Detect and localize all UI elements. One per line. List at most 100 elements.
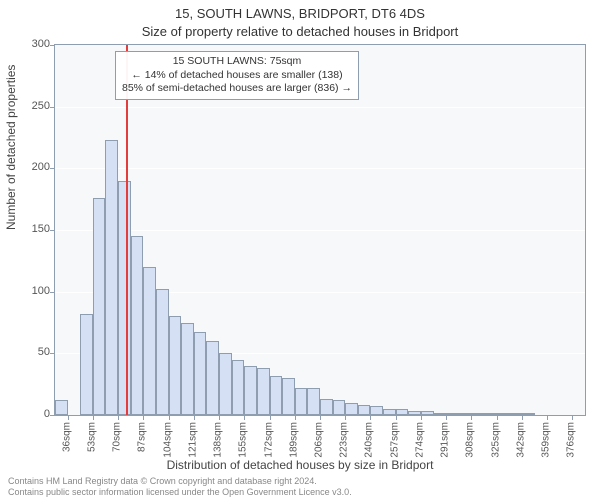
xtick-label: 376sqm (566, 422, 577, 458)
histogram-bar (484, 413, 497, 415)
xtick-mark (219, 415, 220, 420)
xtick-mark (522, 415, 523, 420)
histogram-bar (446, 413, 459, 415)
gridline (55, 230, 585, 231)
annotation-line: 85% of semi-detached houses are larger (… (122, 82, 352, 96)
histogram-bar (408, 411, 421, 415)
xtick-label: 223sqm (339, 422, 350, 458)
histogram-bar (80, 314, 93, 415)
xtick-mark (345, 415, 346, 420)
gridline (55, 107, 585, 108)
histogram-bar (459, 413, 472, 415)
footer-line-1: Contains HM Land Registry data © Crown c… (8, 476, 592, 487)
histogram-bar (181, 323, 194, 416)
annotation-line: 15 SOUTH LAWNS: 75sqm (122, 55, 352, 69)
histogram-bar (434, 413, 447, 415)
ytick-label: 250 (10, 100, 50, 112)
xtick-label: 206sqm (314, 422, 325, 458)
ytick-mark (50, 353, 55, 354)
xtick-label: 308sqm (465, 422, 476, 458)
xtick-mark (169, 415, 170, 420)
ytick-mark (50, 415, 55, 416)
xtick-mark (118, 415, 119, 420)
gridline (55, 168, 585, 169)
property-marker-line (126, 45, 128, 415)
xtick-mark (320, 415, 321, 420)
xtick-mark (572, 415, 573, 420)
histogram-bar (333, 400, 346, 415)
xtick-label: 138sqm (213, 422, 224, 458)
histogram-bar (320, 399, 333, 415)
annotation-box: 15 SOUTH LAWNS: 75sqm← 14% of detached h… (115, 51, 359, 100)
xtick-mark (93, 415, 94, 420)
ytick-mark (50, 168, 55, 169)
histogram-bar (497, 413, 510, 415)
xtick-label: 172sqm (263, 422, 274, 458)
xtick-label: 189sqm (288, 422, 299, 458)
histogram-bar (509, 413, 522, 415)
x-axis-label: Distribution of detached houses by size … (0, 458, 600, 472)
chart-plot-area: 15 SOUTH LAWNS: 75sqm← 14% of detached h… (54, 44, 586, 416)
histogram-bar (55, 400, 68, 415)
xtick-mark (370, 415, 371, 420)
ytick-label: 100 (10, 285, 50, 297)
xtick-label: 155sqm (238, 422, 249, 458)
xtick-mark (421, 415, 422, 420)
histogram-bar (257, 368, 270, 415)
y-axis-label: Number of detached properties (4, 65, 18, 230)
ytick-label: 200 (10, 161, 50, 173)
histogram-bar (307, 388, 320, 415)
xtick-mark (270, 415, 271, 420)
ytick-label: 150 (10, 223, 50, 235)
xtick-mark (471, 415, 472, 420)
xtick-label: 359sqm (541, 422, 552, 458)
xtick-label: 121sqm (187, 422, 198, 458)
histogram-bar (105, 140, 118, 415)
xtick-mark (68, 415, 69, 420)
ytick-mark (50, 45, 55, 46)
histogram-bar (282, 378, 295, 415)
histogram-bar (194, 332, 207, 415)
xtick-label: 53sqm (86, 422, 97, 452)
ytick-label: 0 (10, 408, 50, 420)
xtick-label: 291sqm (440, 422, 451, 458)
histogram-bar (421, 411, 434, 415)
histogram-bar (169, 316, 182, 415)
xtick-mark (396, 415, 397, 420)
ytick-label: 300 (10, 38, 50, 50)
xtick-label: 36sqm (61, 422, 72, 452)
title-main: 15, SOUTH LAWNS, BRIDPORT, DT6 4DS (0, 6, 600, 21)
footer-line-2: Contains public sector information licen… (8, 487, 592, 498)
xtick-mark (143, 415, 144, 420)
histogram-bar (206, 341, 219, 415)
xtick-mark (547, 415, 548, 420)
histogram-bar (522, 413, 535, 415)
xtick-mark (244, 415, 245, 420)
xtick-label: 104sqm (162, 422, 173, 458)
histogram-bar (358, 405, 371, 415)
xtick-label: 274sqm (414, 422, 425, 458)
histogram-bar (471, 413, 484, 415)
histogram-bar (156, 289, 169, 415)
histogram-bar (270, 376, 283, 415)
xtick-label: 70sqm (112, 422, 123, 452)
xtick-mark (295, 415, 296, 420)
xtick-label: 325sqm (490, 422, 501, 458)
histogram-bar (396, 409, 409, 415)
histogram-bar (93, 198, 106, 415)
footer-attribution: Contains HM Land Registry data © Crown c… (8, 476, 592, 498)
histogram-bar (345, 403, 358, 415)
xtick-label: 87sqm (137, 422, 148, 452)
histogram-bar (143, 267, 156, 415)
histogram-bar (232, 360, 245, 416)
annotation-line: ← 14% of detached houses are smaller (13… (122, 69, 352, 83)
xtick-mark (497, 415, 498, 420)
ytick-label: 50 (10, 346, 50, 358)
ytick-mark (50, 292, 55, 293)
xtick-mark (194, 415, 195, 420)
xtick-label: 257sqm (389, 422, 400, 458)
ytick-mark (50, 230, 55, 231)
histogram-bar (131, 236, 144, 415)
title-sub: Size of property relative to detached ho… (0, 24, 600, 39)
histogram-bar (244, 366, 257, 415)
